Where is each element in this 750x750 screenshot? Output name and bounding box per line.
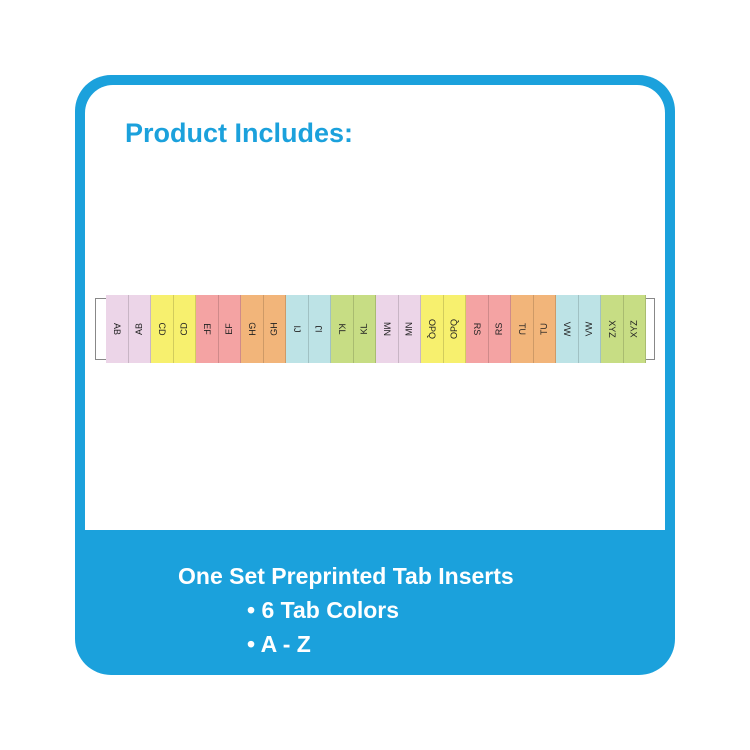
tab-insert: VW (556, 295, 579, 363)
tab-label: AB (111, 322, 122, 336)
tab-insert: AB (128, 295, 151, 363)
tab-label: IJ (291, 325, 302, 333)
tab-label: VW (584, 321, 595, 337)
tab-label: MN (404, 322, 415, 336)
tab-label: EF (201, 323, 212, 335)
footer-line-2: • 6 Tab Colors (247, 597, 400, 623)
tab-insert: OPQ (443, 295, 466, 363)
tab-label: EF (224, 323, 235, 335)
tab-insert: GH (241, 295, 264, 363)
product-includes-title: Product Includes: (125, 118, 354, 148)
tab-label: RS (494, 322, 505, 336)
tab-label: TU (539, 323, 550, 335)
tab-insert: KL (331, 295, 354, 363)
tab-label: CD (179, 322, 190, 336)
tab-insert: TU (511, 295, 534, 363)
tab-label: MN (381, 322, 392, 336)
tab-label: GH (246, 322, 257, 336)
tab-insert: RS (466, 295, 489, 363)
tab-insert: XYZ (623, 295, 646, 363)
tab-insert: OPQ (421, 295, 444, 363)
tab-insert: TU (533, 295, 556, 363)
tab-insert: CD (173, 295, 196, 363)
tab-label: CD (156, 322, 167, 336)
tab-label: IJ (314, 325, 325, 333)
tab-label: XYZ (606, 320, 617, 338)
tab-label: GH (269, 322, 280, 336)
tab-insert: IJ (286, 295, 309, 363)
tab-label: AB (134, 322, 145, 336)
tab-insert: KL (353, 295, 376, 363)
tab-label: TU (516, 323, 527, 335)
tab-label: RS (471, 322, 482, 336)
tab-label: KL (336, 323, 347, 335)
footer-line-3: • A - Z (247, 631, 311, 657)
tab-label: OPQ (426, 318, 437, 340)
tab-insert: RS (488, 295, 511, 363)
tab-insert: VW (578, 295, 601, 363)
tab-label: KL (359, 323, 370, 335)
tab-insert: MN (398, 295, 421, 363)
product-card: Product Includes: AB AB CD CD EF EF GH GH IJ IJ KL… (75, 75, 675, 675)
tab-insert: XYZ (601, 295, 624, 363)
tab-label: OPQ (449, 318, 460, 340)
tab-label: XYZ (629, 320, 640, 338)
tab-insert: CD (151, 295, 174, 363)
tab-insert: EF (218, 295, 241, 363)
tab-insert: EF (196, 295, 219, 363)
tab-label: VW (561, 321, 572, 337)
tab-insert: GH (263, 295, 286, 363)
tab-insert: AB (106, 295, 129, 363)
footer-line-1: One Set Preprinted Tab Inserts (178, 563, 514, 589)
tab-insert: IJ (308, 295, 331, 363)
tab-inserts: AB AB CD CD EF EF GH GH IJ IJ KL KL MN MN OPQ OPQ RS RS TU… (106, 295, 646, 363)
tab-insert: MN (376, 295, 399, 363)
content-panel: Product Includes: AB AB CD CD EF EF GH GH IJ IJ KL… (85, 85, 665, 530)
